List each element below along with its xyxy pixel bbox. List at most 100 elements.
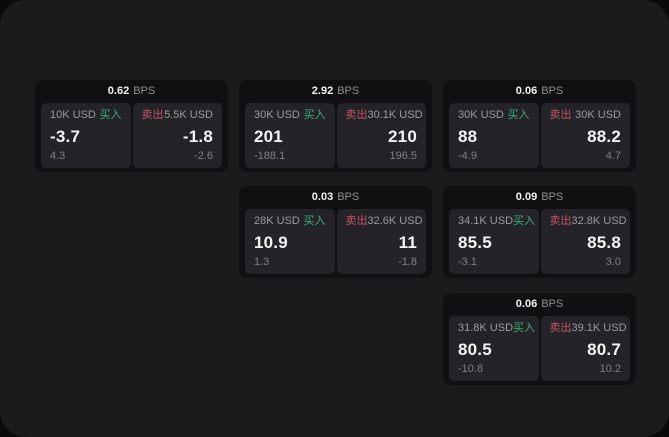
bps-unit-label: BPS bbox=[337, 191, 360, 203]
bps-value: 0.62 bbox=[107, 85, 130, 97]
bps-unit-label: BPS bbox=[541, 298, 564, 310]
bps-header: 2.92 BPS bbox=[245, 80, 426, 103]
sell-tile[interactable]: 卖出 5.5K USD -1.8 -2.6 bbox=[132, 103, 222, 168]
buy-amount-label: 30K USD bbox=[458, 109, 504, 121]
sell-tag: 卖出 bbox=[549, 109, 572, 121]
sell-price: -1.8 bbox=[182, 126, 213, 146]
bps-value: 0.06 bbox=[515, 85, 538, 97]
sell-price: 85.8 bbox=[587, 232, 621, 252]
sell-tile[interactable]: 卖出 30.1K USD 210 196.5 bbox=[336, 103, 426, 168]
bps-header: 0.09 BPS bbox=[449, 186, 630, 209]
buy-tile[interactable]: 10K USD 买入 -3.7 4.3 bbox=[41, 103, 131, 168]
sell-tag: 卖出 bbox=[141, 109, 164, 121]
sell-tile[interactable]: 卖出 32.8K USD 85.8 3.0 bbox=[540, 209, 630, 274]
buy-tile[interactable]: 34.1K USD 买入 85.5 -3.1 bbox=[449, 209, 539, 274]
sell-amount-label: 5.5K USD bbox=[164, 109, 213, 121]
quote-card: 0.03 BPS 28K USD 买入 10.9 1.3 卖出 32.6K US… bbox=[239, 186, 432, 278]
buy-tile[interactable]: 30K USD 买入 88 -4.9 bbox=[449, 103, 539, 168]
buy-tile-header: 30K USD 买入 bbox=[254, 110, 326, 121]
sell-price: 210 bbox=[388, 126, 417, 146]
buy-price: 80.5 bbox=[458, 339, 492, 359]
quote-card: 0.09 BPS 34.1K USD 买入 85.5 -3.1 卖出 32.8K… bbox=[443, 186, 636, 278]
buy-amount-label: 10K USD bbox=[50, 109, 96, 121]
buy-tag: 买入 bbox=[513, 322, 536, 334]
buy-tile-header: 34.1K USD 买入 bbox=[458, 215, 535, 227]
sell-change: -2.6 bbox=[194, 150, 213, 162]
buy-amount-label: 34.1K USD bbox=[458, 215, 514, 227]
sell-tile-header: 卖出 30K USD bbox=[550, 110, 622, 121]
buy-tag: 买入 bbox=[303, 109, 326, 121]
sell-change: 10.2 bbox=[599, 363, 621, 375]
sell-change: 3.0 bbox=[605, 256, 621, 268]
quote-card-body: 10K USD 买入 -3.7 4.3 卖出 5.5K USD -1.8 -2.… bbox=[41, 103, 222, 168]
quote-card: 0.62 BPS 10K USD 买入 -3.7 4.3 卖出 5.5K USD… bbox=[35, 80, 228, 172]
sell-tile-header: 卖出 5.5K USD bbox=[142, 110, 214, 121]
buy-tile-header: 28K USD 买入 bbox=[254, 216, 326, 227]
sell-tile-header: 卖出 32.8K USD bbox=[549, 215, 627, 227]
bps-value: 0.09 bbox=[515, 191, 538, 203]
sell-amount-label: 30.1K USD bbox=[367, 109, 423, 121]
buy-tile[interactable]: 31.8K USD 买入 80.5 -10.8 bbox=[449, 316, 539, 381]
quote-card: 0.06 BPS 31.8K USD 买入 80.5 -10.8 卖出 39.1… bbox=[443, 293, 636, 385]
sell-amount-label: 39.1K USD bbox=[571, 322, 627, 334]
sell-tile-header: 卖出 39.1K USD bbox=[550, 323, 627, 334]
sell-tile[interactable]: 卖出 32.6K USD 11 -1.8 bbox=[336, 209, 426, 274]
buy-price: 201 bbox=[254, 126, 283, 146]
bps-value: 0.03 bbox=[311, 191, 334, 203]
buy-change: -4.9 bbox=[458, 150, 477, 162]
quote-card-body: 30K USD 买入 88 -4.9 卖出 30K USD 88.2 4.7 bbox=[449, 103, 630, 168]
buy-change: -188.1 bbox=[254, 150, 286, 162]
buy-price: -3.7 bbox=[50, 126, 81, 146]
buy-tile[interactable]: 30K USD 买入 201 -188.1 bbox=[245, 103, 335, 168]
quote-card: 0.06 BPS 30K USD 买入 88 -4.9 卖出 30K USD 8… bbox=[443, 80, 636, 172]
bps-unit-label: BPS bbox=[133, 85, 156, 97]
buy-amount-label: 28K USD bbox=[254, 215, 300, 227]
bps-header: 0.62 BPS bbox=[41, 80, 222, 103]
buy-tag: 买入 bbox=[99, 109, 122, 121]
quote-card-body: 31.8K USD 买入 80.5 -10.8 卖出 39.1K USD 80.… bbox=[449, 316, 630, 381]
sell-tile[interactable]: 卖出 30K USD 88.2 4.7 bbox=[540, 103, 630, 168]
sell-tile-header: 卖出 30.1K USD bbox=[345, 109, 423, 121]
bps-unit-label: BPS bbox=[337, 85, 360, 97]
quote-card-body: 28K USD 买入 10.9 1.3 卖出 32.6K USD 11 -1.8 bbox=[245, 209, 426, 274]
buy-tag: 买入 bbox=[513, 215, 536, 227]
sell-change: -1.8 bbox=[398, 256, 417, 268]
sell-price: 80.7 bbox=[587, 339, 621, 359]
buy-change: -10.8 bbox=[458, 363, 484, 375]
sell-tag: 卖出 bbox=[549, 215, 572, 227]
buy-change: 1.3 bbox=[254, 256, 270, 268]
sell-price: 11 bbox=[398, 232, 417, 252]
sell-amount-label: 32.6K USD bbox=[367, 215, 423, 227]
buy-price: 10.9 bbox=[254, 232, 288, 252]
bps-value: 2.92 bbox=[311, 85, 334, 97]
sell-change: 4.7 bbox=[605, 150, 621, 162]
bps-value: 0.06 bbox=[515, 298, 538, 310]
buy-tile-header: 31.8K USD 买入 bbox=[458, 322, 535, 334]
sell-tile[interactable]: 卖出 39.1K USD 80.7 10.2 bbox=[540, 316, 630, 381]
bps-unit-label: BPS bbox=[541, 85, 564, 97]
bps-header: 0.03 BPS bbox=[245, 186, 426, 209]
sell-amount-label: 30K USD bbox=[575, 109, 621, 121]
bps-header: 0.06 BPS bbox=[449, 293, 630, 316]
buy-price: 88 bbox=[458, 126, 478, 146]
quote-card-body: 34.1K USD 买入 85.5 -3.1 卖出 32.8K USD 85.8… bbox=[449, 209, 630, 274]
buy-amount-label: 31.8K USD bbox=[458, 322, 514, 334]
bps-header: 0.06 BPS bbox=[449, 80, 630, 103]
buy-change: -3.1 bbox=[458, 256, 477, 268]
buy-tile-header: 30K USD 买入 bbox=[458, 110, 530, 121]
sell-amount-label: 32.8K USD bbox=[571, 215, 627, 227]
sell-change: 196.5 bbox=[389, 150, 417, 162]
sell-tile-header: 卖出 32.6K USD bbox=[345, 215, 423, 227]
bps-unit-label: BPS bbox=[541, 191, 564, 203]
buy-amount-label: 30K USD bbox=[254, 109, 300, 121]
buy-price: 85.5 bbox=[458, 232, 492, 252]
quote-card: 2.92 BPS 30K USD 买入 201 -188.1 卖出 30.1K … bbox=[239, 80, 432, 172]
quote-card-body: 30K USD 买入 201 -188.1 卖出 30.1K USD 210 1… bbox=[245, 103, 426, 168]
sell-tag: 卖出 bbox=[345, 109, 368, 121]
sell-price: 88.2 bbox=[587, 126, 621, 146]
sell-tag: 卖出 bbox=[345, 215, 368, 227]
buy-tile[interactable]: 28K USD 买入 10.9 1.3 bbox=[245, 209, 335, 274]
buy-change: 4.3 bbox=[50, 150, 66, 162]
buy-tile-header: 10K USD 买入 bbox=[50, 110, 122, 121]
